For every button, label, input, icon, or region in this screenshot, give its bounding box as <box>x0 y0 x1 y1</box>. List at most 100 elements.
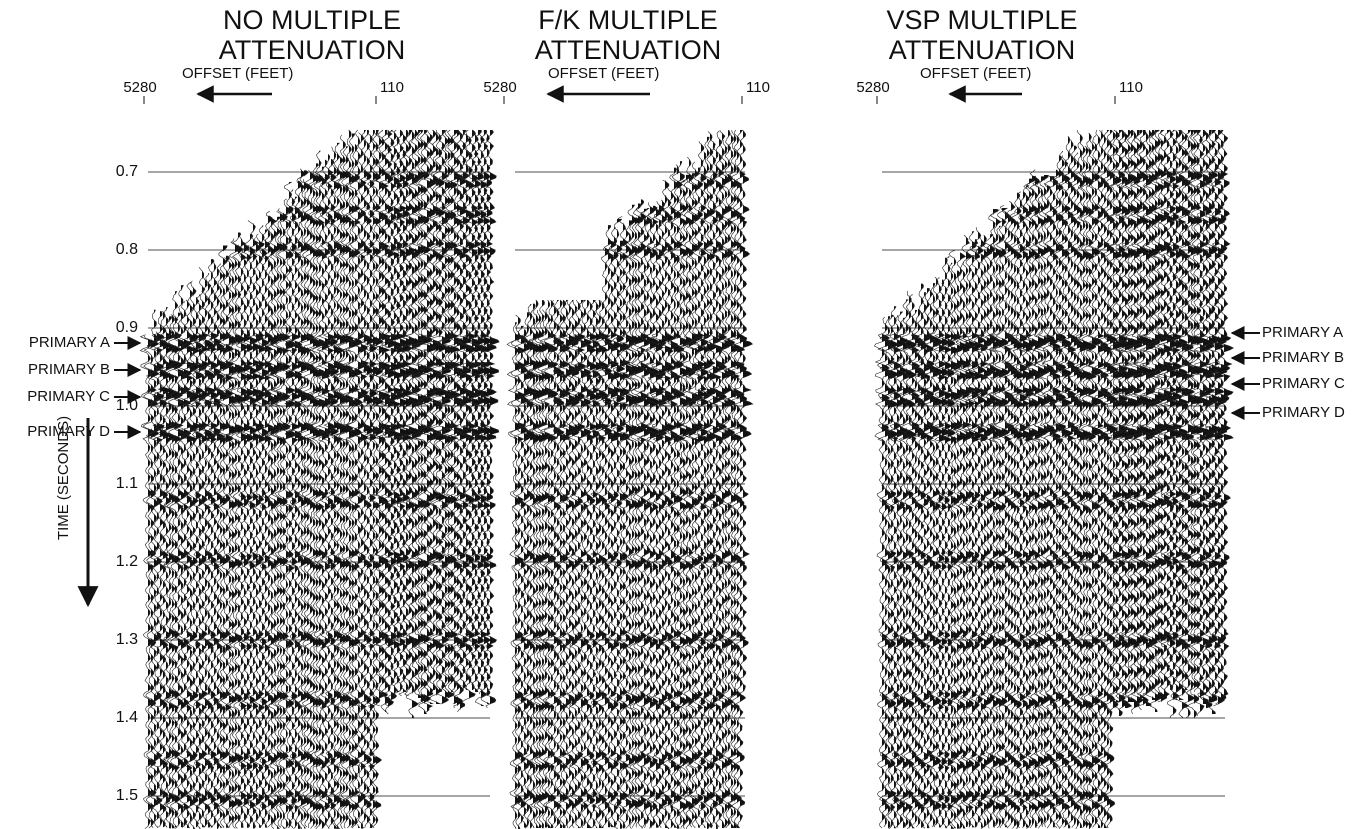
trace-wiggle <box>960 255 978 828</box>
trace-fill <box>313 174 321 829</box>
primary-label: PRIMARY B <box>1262 349 1344 366</box>
seismic-section <box>506 129 754 829</box>
trace-fill <box>638 203 646 828</box>
trace-fill <box>1101 130 1109 828</box>
trace-wiggle <box>203 258 220 828</box>
trace-fill <box>933 283 941 828</box>
trace-wiggle <box>731 129 748 829</box>
trace-wiggle <box>470 129 492 707</box>
primary-label: PRIMARY D <box>27 423 110 440</box>
far-offset: 5280 <box>123 79 156 96</box>
panel-title: ATTENUATION <box>889 35 1076 65</box>
trace-fill <box>987 241 995 828</box>
trace-fill <box>581 300 589 828</box>
trace-fill <box>490 130 500 708</box>
trace-wiggle <box>719 129 736 829</box>
trace-fill <box>424 130 434 714</box>
trace-fill <box>632 204 640 829</box>
trace-wiggle <box>1159 129 1180 691</box>
trace-wiggle <box>337 146 354 829</box>
trace-wiggle <box>414 129 435 715</box>
trace-wiggle <box>1180 129 1200 699</box>
trace-fill <box>1137 130 1147 704</box>
trace-fill <box>1200 130 1210 716</box>
trace-wiggle <box>467 129 488 693</box>
trace-wiggle <box>882 314 899 829</box>
trace-fill <box>1122 130 1132 710</box>
trace-fill <box>728 130 735 828</box>
seismic-sections <box>139 129 1235 829</box>
trace-wiggle <box>155 310 172 828</box>
trace-wiggle <box>271 211 289 828</box>
trace-wiggle <box>268 216 286 829</box>
trace-wiggle <box>419 129 440 705</box>
trace-fill <box>707 136 715 829</box>
trace-fill <box>1071 139 1079 828</box>
trace-wiggle <box>1202 129 1221 715</box>
trace-wiggle <box>635 208 652 829</box>
trace-wiggle <box>1178 129 1198 719</box>
trace-wiggle <box>1120 129 1142 703</box>
trace-wiggle <box>647 205 665 828</box>
trace-fill <box>533 303 541 828</box>
trace-fill <box>981 235 988 828</box>
trace-wiggle <box>1015 191 1032 828</box>
trace-fill <box>370 130 377 828</box>
trace-wiggle <box>233 233 249 828</box>
trace-wiggle <box>1142 129 1163 701</box>
trace-fill <box>1194 130 1204 718</box>
trace-wiggle <box>364 129 381 829</box>
panel-title: ATTENUATION <box>219 35 406 65</box>
time-tick-label: 1.4 <box>116 709 138 726</box>
panel-title: ATTENUATION <box>535 35 722 65</box>
trace-fill <box>623 216 631 829</box>
trace-fill <box>593 300 601 828</box>
trace-wiggle <box>993 207 1011 829</box>
trace-wiggle <box>1151 129 1172 703</box>
trace-fill <box>358 130 366 828</box>
trace-fill <box>1203 130 1212 704</box>
trace-wiggle <box>431 129 453 705</box>
trace-wiggle <box>331 157 348 828</box>
trace-wiggle <box>450 129 471 713</box>
trace-wiggle <box>239 245 256 828</box>
trace-wiggle <box>573 299 589 829</box>
time-axis-label: TIME (SECONDS) <box>55 416 72 540</box>
trace-fill <box>1143 130 1152 710</box>
offset-label: OFFSET (FEET) <box>182 65 293 82</box>
trace-wiggle <box>1132 129 1153 711</box>
trace-fill <box>436 130 446 704</box>
trace-fill <box>376 130 384 828</box>
trace-fill <box>1062 150 1070 829</box>
trace-wiggle <box>208 268 226 829</box>
trace-wiggle <box>629 203 647 828</box>
trace-wiggle <box>1012 191 1028 828</box>
trace-fill <box>662 199 670 828</box>
trace-fill <box>1005 205 1013 828</box>
trace-wiggle <box>194 267 210 828</box>
trace-fill <box>388 130 398 714</box>
trace-wiggle <box>350 129 367 829</box>
trace-wiggle <box>214 245 230 828</box>
trace-wiggle <box>438 129 458 703</box>
trace-fill <box>220 263 228 828</box>
trace-wiggle <box>411 129 431 705</box>
trace-wiggle <box>398 129 419 697</box>
primary-label: PRIMARY B <box>28 361 110 378</box>
trace-fill <box>169 316 177 829</box>
trace-wiggle <box>1089 129 1107 829</box>
trace-fill <box>1083 141 1091 828</box>
trace-wiggle <box>319 154 336 829</box>
trace-wiggle <box>1166 129 1187 701</box>
trace-wiggle <box>169 312 187 829</box>
trace-wiggle <box>723 129 740 829</box>
trace-wiggle <box>942 262 960 829</box>
trace-wiggle <box>543 299 559 829</box>
trace-fill <box>445 130 455 698</box>
trace-fill <box>900 311 907 828</box>
trace-wiggle <box>322 158 340 828</box>
trace-wiggle <box>200 273 216 828</box>
seismic-section <box>139 129 500 829</box>
trace-wiggle <box>211 263 229 828</box>
